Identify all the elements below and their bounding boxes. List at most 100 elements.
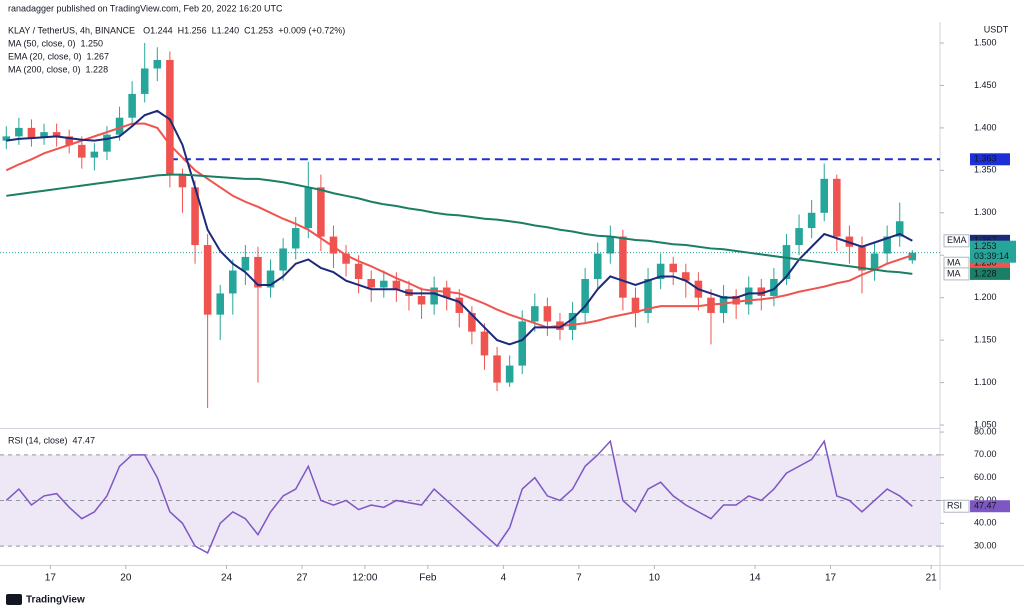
candle-body [820,178,829,213]
candle-body [128,93,136,118]
legend-value: 1.267 [87,51,110,61]
ohlc-legend: L1.240 [212,25,240,35]
series-tag-bg [970,267,1010,280]
candle-body [65,136,73,145]
candle-body [254,256,262,288]
x-tick-label: 20 [120,573,132,584]
candle-body [367,279,375,288]
candle-body [178,174,187,188]
y-tick-label: 60.00 [974,472,997,482]
candle-body [505,365,514,383]
candle-body [455,297,464,313]
x-tick-label: 21 [926,573,938,584]
y-tick-label: 1.050 [974,419,997,429]
candle-body [279,248,287,271]
y-tick-label: 80.00 [974,426,997,436]
candle-body [870,253,879,271]
rsi-tag-bg [970,500,1010,513]
candle-body [140,68,149,94]
candle-body [543,306,552,322]
y-tick-label: 40.00 [974,518,997,528]
candle-body [291,228,300,249]
rsi-title: RSI (14, close) [8,435,68,445]
legend-name: EMA (20, close, 0) [8,51,82,61]
tag-name: EMA [947,235,967,245]
indicator-line [5,122,913,329]
candle-body [795,228,803,246]
candle-body [744,287,753,305]
legend-name: MA (200, close, 0) [8,64,81,74]
candle-body [329,236,338,254]
tag-name: MA [947,268,961,278]
footer: TradingView [26,595,85,606]
rsi-legend-value: 47.47 [73,435,96,445]
candle-body [669,263,678,273]
series-tag: 1.228 [974,268,997,278]
y-tick-label: 1.350 [974,165,997,175]
candle-body [807,212,816,229]
candle-body [581,279,589,313]
y-tick-label: 1.400 [974,122,997,132]
candle-body [757,287,766,296]
y-tick-label: 70.00 [974,449,997,459]
candle-body [732,295,740,305]
ohlc-legend: H1.256 [178,25,207,35]
x-tick-label: Feb [419,573,437,584]
tag-name-bg [943,234,970,248]
candle-body [90,151,99,158]
candle-body [380,280,388,288]
ohlc-legend: +0.009 (+0.72%) [278,25,345,35]
y-tick-label: 50.00 [974,495,997,505]
last-price: 1.253 [974,241,997,251]
y-tick-label: 1.450 [974,80,997,90]
countdown: 03:39:14 [974,251,1009,261]
legend-name: MA (50, close, 0) [8,38,76,48]
candle-body [895,221,904,237]
y-tick-label: 1.300 [974,207,997,217]
candle-body [468,312,476,332]
candle-body [417,295,426,305]
candle-body [203,245,212,315]
x-tick-label: 17 [825,573,837,584]
candle-body [593,253,602,280]
candle-body [78,144,86,158]
candle-body [103,134,111,152]
candle-body [858,246,866,271]
tag-name-bg [943,267,970,281]
candle-body [153,59,162,69]
rsi-band [0,454,940,547]
tag-name: RSI [947,501,962,511]
candle-body [229,270,237,294]
x-tick-label: 12:00 [352,573,377,584]
candle-body [531,306,539,322]
legend-value: 1.250 [81,38,104,48]
x-tick-label: 14 [749,573,761,584]
candle-body [430,287,438,305]
candle-body [493,355,501,383]
candle-body [40,132,48,139]
candle-body [782,245,791,280]
x-tick-label: 4 [501,573,507,584]
candle-body [354,263,363,280]
x-tick-label: 10 [649,573,661,584]
y-tick-label: 1.500 [974,37,997,47]
candle-body [52,132,61,137]
x-tick-label: 27 [296,573,308,584]
candle-body [342,253,350,264]
candle-body [908,252,917,261]
chart-title: KLAY / TetherUS, 4h, BINANCE [8,25,135,35]
y-tick-label: 1.200 [974,292,997,302]
indicator-line [6,173,913,275]
candle-body [770,279,778,296]
candle-body [656,263,665,280]
candle-body [480,331,489,356]
series-tag: 1.267 [974,235,997,245]
candle-body [15,127,23,137]
candle-body [568,312,577,330]
candle-body [631,297,640,313]
resistance-tag: 1.363 [974,154,997,164]
logo [6,594,22,605]
candle-body [518,321,526,366]
candle-body [317,187,325,237]
